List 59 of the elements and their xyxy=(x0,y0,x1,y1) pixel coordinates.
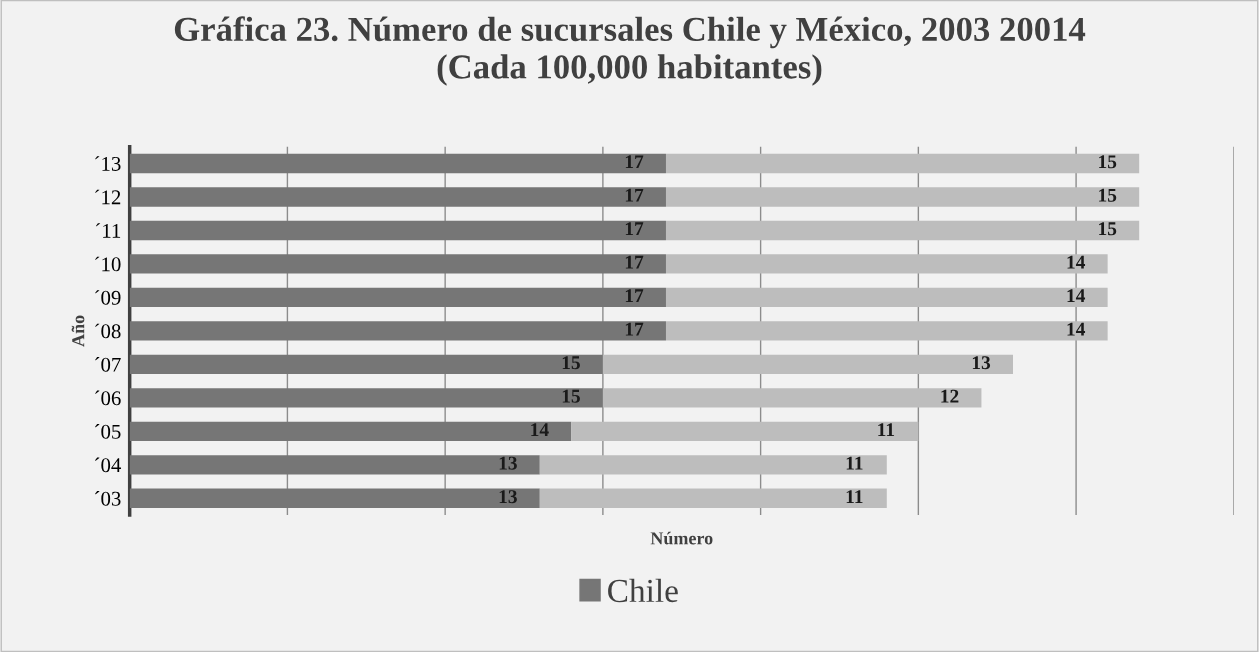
x-axis-title: Número xyxy=(650,531,713,545)
data-label: 13 xyxy=(499,490,517,504)
y-tick-label: ´11 xyxy=(95,223,121,238)
y-tick-label: ´06 xyxy=(95,390,121,406)
bar xyxy=(602,388,982,408)
bar xyxy=(665,220,1140,241)
bar xyxy=(665,321,1108,341)
bar xyxy=(539,488,887,509)
bar xyxy=(129,220,666,241)
bar xyxy=(129,187,666,207)
data-label: 17 xyxy=(625,289,644,303)
data-label: 11 xyxy=(878,423,895,437)
bar xyxy=(129,321,666,341)
bar xyxy=(571,421,919,442)
data-label: 15 xyxy=(1099,188,1117,202)
y-tick-label: ´05 xyxy=(95,424,121,439)
bar xyxy=(602,354,1013,375)
bar xyxy=(129,388,603,408)
bar xyxy=(129,287,666,308)
y-tick-label: ´12 xyxy=(95,189,121,205)
bar xyxy=(129,455,540,475)
bar xyxy=(665,287,1108,308)
chart-title: Gráfica 23. Número de sucursales Chile y México, 2003 20014 (Cada 100,000 habitantes) xyxy=(174,16,1086,86)
bar xyxy=(539,455,887,475)
data-label: 17 xyxy=(625,222,644,236)
bar xyxy=(129,421,572,442)
bar xyxy=(129,354,603,375)
data-label: 17 xyxy=(625,322,644,336)
data-label: 14 xyxy=(1067,322,1086,336)
data-label: 11 xyxy=(846,456,863,470)
data-label: 13 xyxy=(972,356,991,370)
bar xyxy=(665,187,1140,207)
data-label: 12 xyxy=(941,389,959,403)
data-label: 14 xyxy=(531,423,549,437)
data-label: 15 xyxy=(562,389,580,403)
bar xyxy=(665,153,1140,174)
bar xyxy=(129,488,540,509)
data-label: 17 xyxy=(625,155,644,169)
data-label: 17 xyxy=(625,188,644,202)
bar xyxy=(129,254,666,274)
y-tick-label: ´13 xyxy=(95,156,121,171)
y-axis-title: Año xyxy=(71,315,85,347)
bar xyxy=(665,254,1108,274)
y-tick-label: ´07 xyxy=(95,357,121,372)
bar xyxy=(129,153,666,174)
data-label: 15 xyxy=(1099,155,1117,169)
data-label: 17 xyxy=(625,255,644,269)
y-tick-label: ´10 xyxy=(95,256,121,272)
y-tick-label: ´09 xyxy=(95,290,121,305)
data-label: 13 xyxy=(499,456,517,470)
data-label: 11 xyxy=(846,490,863,504)
y-tick-label: ´04 xyxy=(95,457,122,473)
y-tick-label: ´08 xyxy=(95,323,121,339)
data-label: 15 xyxy=(1099,222,1117,236)
data-label: 15 xyxy=(562,356,580,370)
data-label: 14 xyxy=(1067,289,1086,303)
data-label: 14 xyxy=(1067,255,1086,269)
y-tick-label: ´03 xyxy=(95,491,121,506)
legend-label: Chile xyxy=(608,578,678,603)
